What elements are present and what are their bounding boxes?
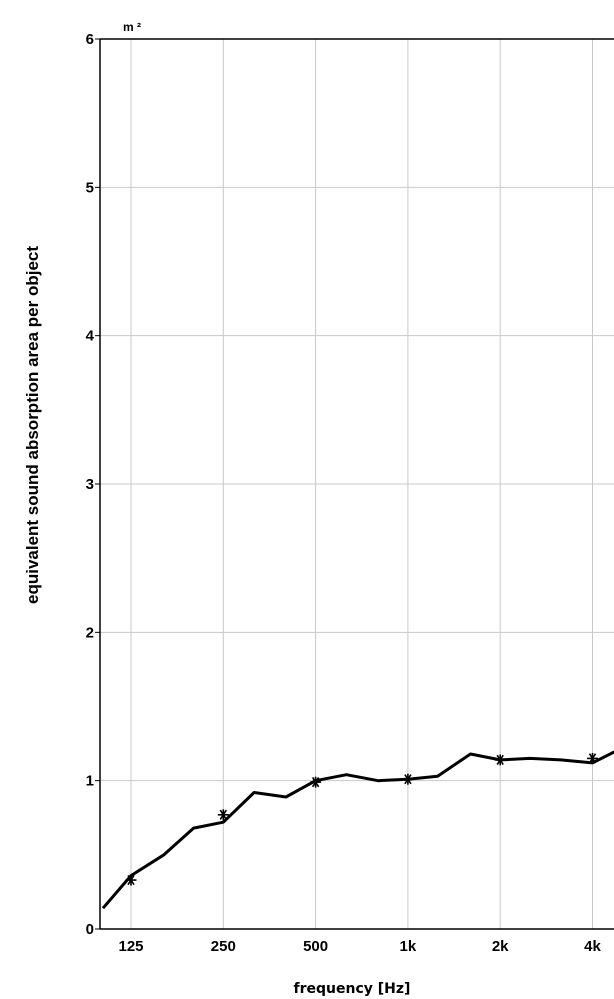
x-tick-label: 125 — [118, 938, 143, 955]
y-tick-label: 6 — [86, 31, 94, 48]
y-tick-label: 0 — [86, 921, 94, 938]
y-unit-label: m ² — [123, 20, 141, 34]
x-tick-label: 2k — [492, 938, 509, 955]
x-axis-ticks: 125 250 500 1k 2k 4k — [118, 938, 601, 955]
data-point-marker — [402, 773, 414, 785]
y-axis-ticks: 0 1 2 3 4 5 6 — [86, 31, 100, 938]
series-line — [101, 750, 614, 910]
x-axis-title: frequency [Hz] — [294, 981, 411, 997]
data-series — [101, 750, 614, 910]
data-point-marker — [310, 776, 322, 788]
x-tick-label: 500 — [303, 938, 328, 955]
y-tick-label: 1 — [86, 773, 94, 790]
data-point-marker — [494, 754, 506, 766]
x-tick-label: 1k — [400, 938, 417, 955]
y-axis-title: equivalent sound absorption area per obj… — [23, 246, 42, 604]
axes — [99, 38, 614, 930]
x-tick-label: 4k — [584, 938, 601, 955]
y-tick-label: 5 — [86, 179, 94, 196]
data-point-marker — [125, 874, 137, 886]
data-point-marker — [217, 809, 229, 821]
x-tick-label: 250 — [211, 938, 236, 955]
y-tick-label: 3 — [86, 476, 94, 493]
grid-lines — [100, 39, 614, 929]
y-tick-label: 2 — [86, 624, 94, 641]
y-tick-label: 4 — [86, 328, 95, 345]
data-point-marker — [587, 752, 598, 764]
